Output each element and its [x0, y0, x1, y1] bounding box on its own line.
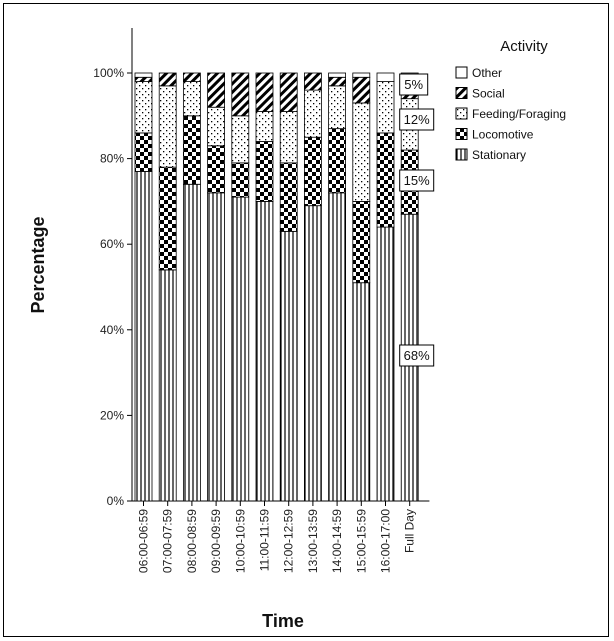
bar-segment-locomotive	[352, 200, 371, 284]
bar-segment-social	[303, 72, 322, 91]
bar-segment-stationary	[182, 183, 201, 502]
bar-segment-social	[158, 72, 177, 87]
y-tick-label: 0%	[107, 494, 125, 508]
bar-segment-social	[352, 76, 371, 104]
bar-segment-locomotive	[255, 141, 274, 202]
data-label-box	[399, 73, 429, 96]
bar-segment-other	[134, 72, 153, 78]
bar-segment-other	[352, 72, 371, 78]
bar-segment-feeding-foraging	[279, 111, 298, 164]
data-label-box	[399, 108, 435, 131]
y-tick-label: 80%	[100, 152, 124, 166]
tick-labels: 0% 20% 40% 60% 80% 100% 06:00-06:59 07:00-07:59…	[93, 66, 416, 573]
bar-segment-feeding-foraging	[134, 81, 153, 134]
data-label-box	[399, 169, 435, 192]
legend-label: Stationary	[472, 148, 526, 162]
bar-segment-stationary	[328, 192, 347, 502]
bar-segment-social	[279, 72, 298, 112]
bars	[134, 72, 419, 502]
bar-segment-feeding-foraging	[182, 81, 201, 117]
legend-swatch	[455, 66, 468, 79]
bar-segment-locomotive	[376, 132, 395, 228]
x-axis-title: Time	[262, 611, 304, 631]
legend: Activity Other Social Feeding/Foraging Loco…	[455, 38, 566, 162]
bar-segment-social	[134, 76, 153, 82]
x-tick-label: 09:00-09:59	[209, 509, 223, 573]
x-tick-label: 12:00-12:59	[282, 509, 296, 573]
x-tick-label: 11:00-11:59	[258, 509, 272, 572]
bar-segment-locomotive	[207, 145, 226, 194]
y-tick-label: 40%	[100, 323, 124, 337]
legend-swatch	[455, 107, 468, 120]
data-label: 15%	[404, 173, 430, 188]
y-tick-label: 60%	[100, 237, 124, 251]
x-tick-label: 15:00-15:59	[354, 509, 368, 573]
x-tick-label: 08:00-08:59	[185, 509, 199, 573]
bar-segment-locomotive	[328, 128, 347, 194]
bar-segment-feeding-foraging	[255, 111, 274, 142]
legend-swatch	[455, 87, 468, 99]
bar-segment-stationary	[158, 269, 177, 502]
bar-segment-locomotive	[231, 162, 250, 198]
bar-segment-stationary	[207, 192, 226, 502]
y-tick-label: 20%	[100, 408, 124, 422]
legend-swatch	[455, 128, 468, 140]
bar-segment-social	[231, 72, 250, 117]
x-tick-label: 16:00-17:00	[379, 509, 393, 573]
bar-segment-locomotive	[303, 136, 322, 207]
bar-segment-social	[255, 72, 274, 112]
bar-segment-social	[328, 76, 347, 87]
bar-segment-social	[182, 72, 201, 82]
bar-segment-stationary	[255, 200, 274, 502]
bar-segment-stationary	[303, 205, 322, 502]
legend-label: Feeding/Foraging	[472, 107, 566, 121]
data-label: 68%	[404, 348, 430, 363]
x-tick-label: Full Day	[403, 509, 417, 553]
bar-segment-stationary	[376, 226, 395, 502]
legend-label: Social	[472, 87, 505, 101]
x-tick-label: 07:00-07:59	[161, 509, 175, 573]
bar-segment-locomotive	[279, 162, 298, 232]
legend-title: Activity	[500, 38, 548, 55]
y-axis-title: Percentage	[28, 216, 48, 313]
bar-segment-feeding-foraging	[303, 89, 322, 138]
bar-segment-other	[328, 72, 347, 78]
bar-segment-stationary	[134, 171, 153, 502]
bar-segment-feeding-foraging	[352, 102, 371, 202]
bar-segment-other	[376, 72, 395, 82]
bar-segment-locomotive	[134, 132, 153, 172]
data-label: 5%	[404, 77, 423, 92]
bar-segment-stationary	[231, 196, 250, 502]
y-tick-label: 100%	[93, 66, 124, 80]
bar-segment-feeding-foraging	[207, 106, 226, 147]
x-tick-label: 14:00-14:59	[330, 509, 344, 573]
bar-segment-social	[207, 72, 226, 108]
data-label: 12%	[404, 112, 430, 127]
bar-segment-feeding-foraging	[376, 81, 395, 134]
bar-segment-stationary	[279, 230, 298, 502]
bar-segment-locomotive	[158, 166, 177, 271]
bar-segment-locomotive	[182, 115, 201, 185]
x-tick-label: 10:00-10:59	[233, 509, 247, 573]
legend-swatch	[455, 148, 468, 161]
legend-label: Locomotive	[472, 128, 534, 142]
data-label-box	[399, 344, 435, 367]
data-labels: 68% 15% 12% 5%	[399, 73, 435, 367]
x-tick-label: 13:00-13:59	[306, 509, 320, 573]
legend-label: Other	[472, 66, 502, 80]
x-tick-label: 06:00-06:59	[137, 509, 151, 573]
bar-segment-stationary	[352, 282, 371, 502]
bar-segment-feeding-foraging	[328, 85, 347, 130]
bar-segment-feeding-foraging	[231, 115, 250, 164]
bar-segment-feeding-foraging	[158, 85, 177, 168]
